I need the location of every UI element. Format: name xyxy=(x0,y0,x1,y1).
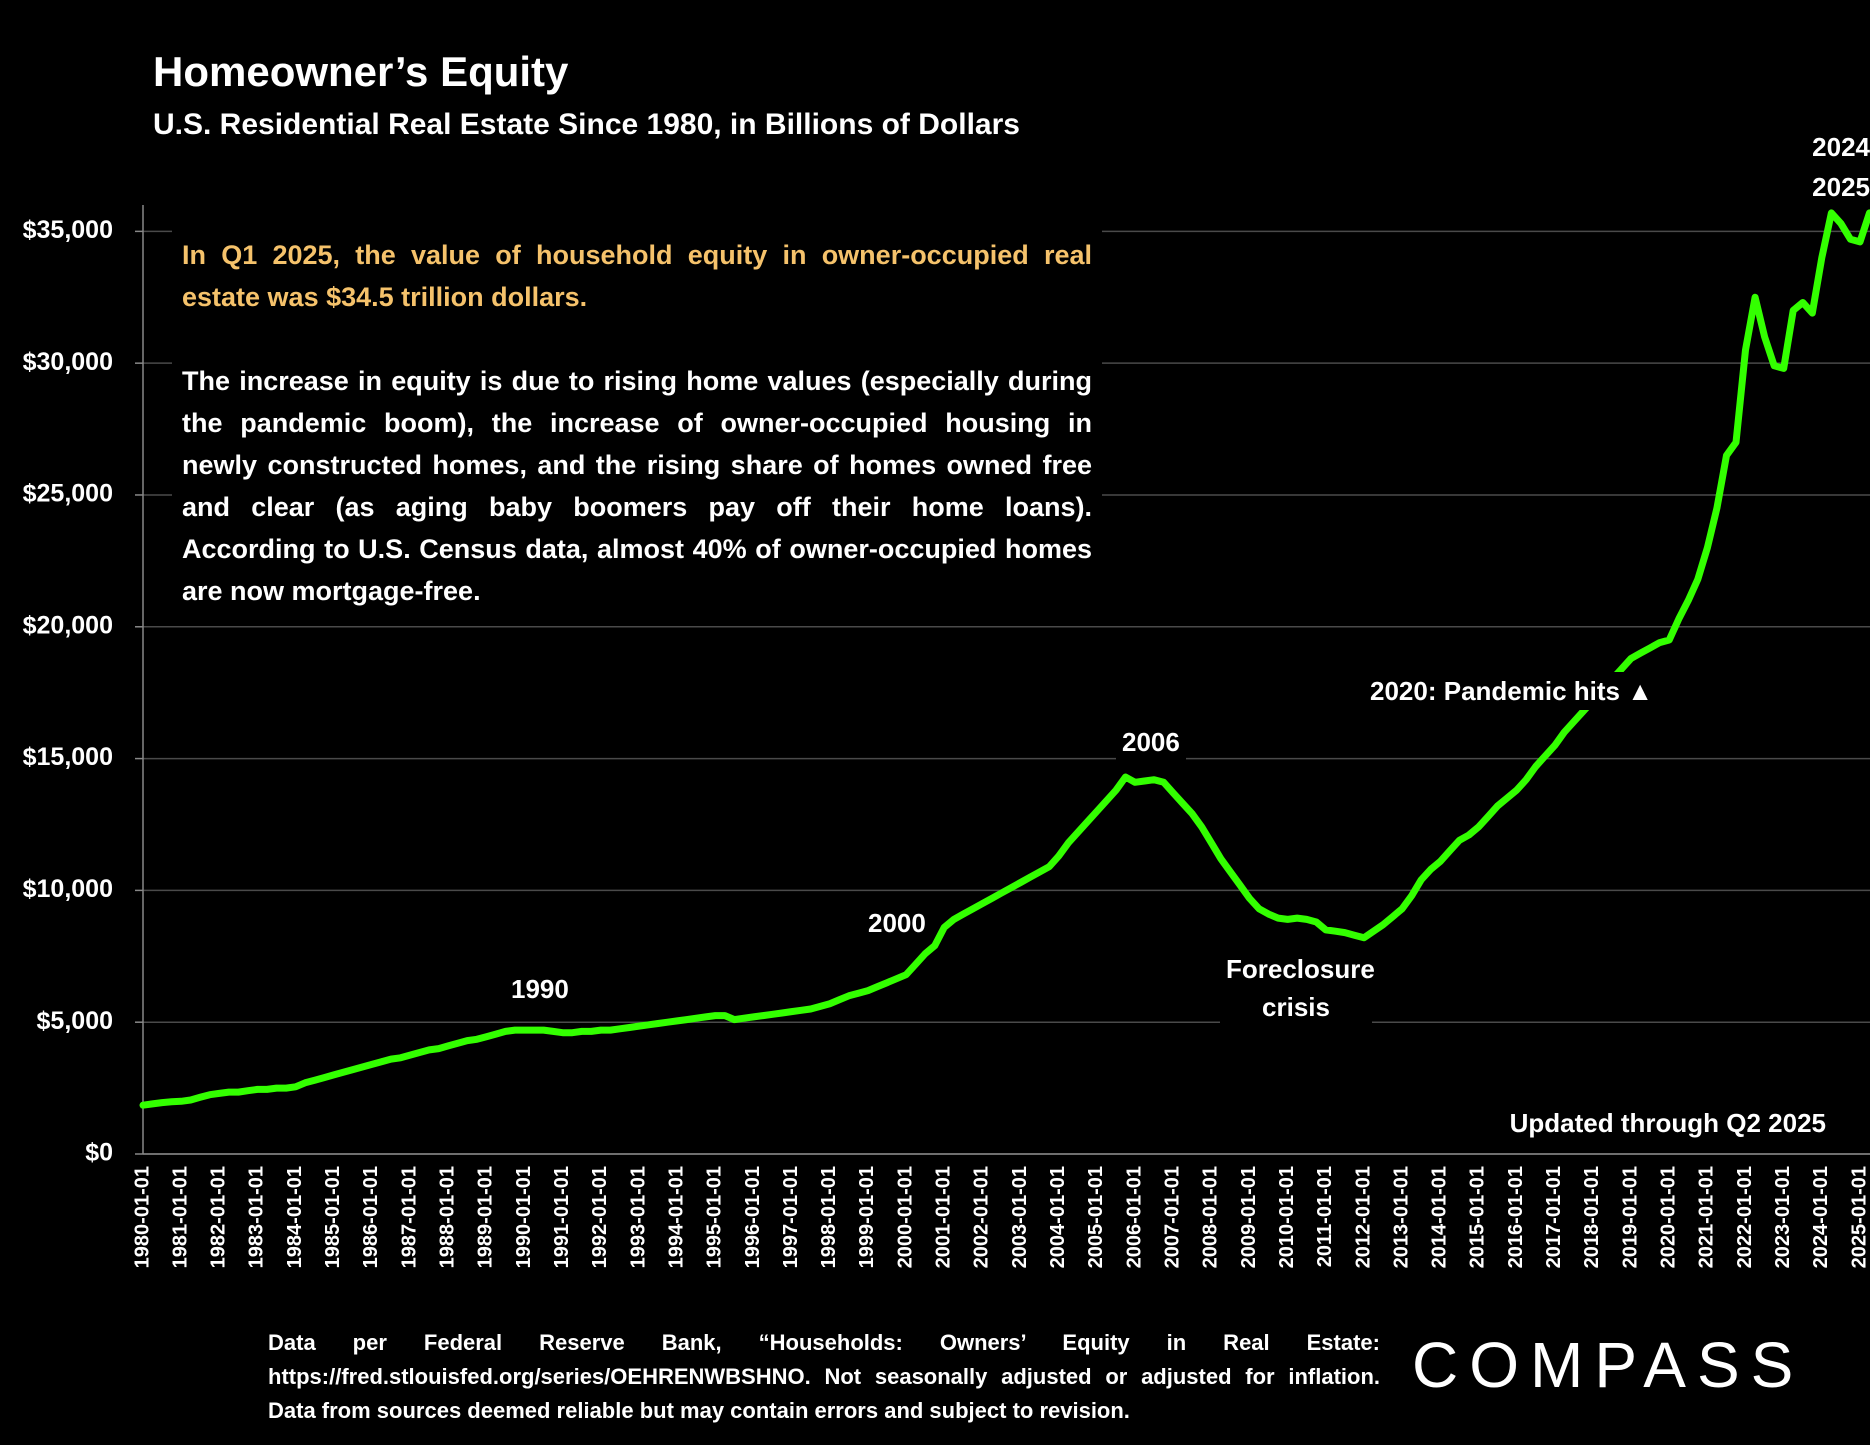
y-tick-label: $30,000 xyxy=(23,348,113,376)
x-tick-label: 1996-01-01 xyxy=(742,1166,764,1268)
logo: COMPASS xyxy=(1412,1329,1805,1401)
x-tick-label: 2008-01-01 xyxy=(1200,1166,1222,1268)
x-tick-label: 1998-01-01 xyxy=(818,1166,840,1268)
x-tick-label: 2005-01-01 xyxy=(1085,1166,1107,1268)
x-tick-label: 2006-01-01 xyxy=(1123,1166,1145,1268)
x-tick-label: 1989-01-01 xyxy=(475,1166,497,1268)
line-series xyxy=(139,209,1870,1109)
x-tick-label: 2025-01-01 xyxy=(1848,1166,1870,1268)
x-tick-label: 1987-01-01 xyxy=(398,1166,420,1268)
x-tick-label: 2012-01-01 xyxy=(1352,1166,1374,1268)
x-tick-label: 1984-01-01 xyxy=(284,1166,306,1268)
x-tick-label: 2004-01-01 xyxy=(1047,1166,1069,1268)
annotation: 2020: Pandemic hits ▲ xyxy=(1364,672,1659,710)
notes-box: In Q1 2025, the value of household equit… xyxy=(172,228,1102,618)
x-tick-label: 2019-01-01 xyxy=(1619,1166,1641,1268)
y-tick-label: $5,000 xyxy=(37,1007,113,1035)
x-tick-label: 2022-01-01 xyxy=(1734,1166,1756,1268)
x-tick-label: 1982-01-01 xyxy=(208,1166,230,1268)
x-tick-label: 2000-01-01 xyxy=(894,1166,916,1268)
x-tick-label: 1999-01-01 xyxy=(856,1166,878,1268)
y-tick-label: $0 xyxy=(85,1139,113,1167)
x-tick-label: 1992-01-01 xyxy=(589,1166,611,1268)
y-tick-label: $15,000 xyxy=(23,743,113,771)
x-tick-label: 1981-01-01 xyxy=(169,1166,191,1268)
y-tick-label: $10,000 xyxy=(23,875,113,903)
chart-subtitle: U.S. Residential Real Estate Since 1980,… xyxy=(153,108,1020,141)
x-tick-label: 2002-01-01 xyxy=(971,1166,993,1268)
x-tick-label: 1980-01-01 xyxy=(131,1166,153,1268)
x-tick-label: 1994-01-01 xyxy=(665,1166,687,1268)
x-tick-label: 1993-01-01 xyxy=(627,1166,649,1268)
annotation: 2025 xyxy=(1812,172,1870,202)
notes-highlight: In Q1 2025, the value of household equit… xyxy=(182,240,1092,312)
x-tick-label: 2003-01-01 xyxy=(1009,1166,1031,1268)
footnote: Data per Federal Reserve Bank, “Househol… xyxy=(268,1330,1380,1423)
x-tick-label: 1986-01-01 xyxy=(360,1166,382,1268)
x-tick-label: 1988-01-01 xyxy=(437,1166,459,1268)
x-tick-label: 1990-01-01 xyxy=(513,1166,535,1268)
y-tick-label: $25,000 xyxy=(23,480,113,508)
annotation: 2000 xyxy=(862,904,932,942)
chart-title: Homeowner’s Equity xyxy=(153,48,569,95)
y-tick-label: $35,000 xyxy=(23,216,113,244)
x-tick-label: 2001-01-01 xyxy=(933,1166,955,1268)
y-tick-label: $20,000 xyxy=(23,611,113,639)
x-tick-label: 2018-01-01 xyxy=(1581,1166,1603,1268)
annotation: 2024 xyxy=(1812,132,1870,162)
x-tick-label: 2011-01-01 xyxy=(1314,1166,1336,1267)
x-tick-label: 2024-01-01 xyxy=(1810,1166,1832,1268)
x-tick-label: 2015-01-01 xyxy=(1467,1166,1489,1268)
x-tick-label: 2013-01-01 xyxy=(1390,1166,1412,1268)
x-tick-label: 2014-01-01 xyxy=(1429,1166,1451,1268)
annotation: Foreclosure crisis xyxy=(1220,950,1375,1026)
x-tick-label: 2009-01-01 xyxy=(1238,1166,1260,1268)
x-tick-label: 2023-01-01 xyxy=(1772,1166,1794,1268)
x-tick-label: 1991-01-01 xyxy=(551,1166,573,1268)
annotation: 2006 xyxy=(1116,723,1186,761)
x-tick-label: 2020-01-01 xyxy=(1658,1166,1680,1268)
x-tick-label: 1997-01-01 xyxy=(780,1166,802,1268)
x-tick-label: 1985-01-01 xyxy=(322,1166,344,1268)
annotation: Updated through Q2 2025 xyxy=(1503,1104,1832,1142)
x-tick-label: 2016-01-01 xyxy=(1505,1166,1527,1268)
x-tick-label: 2017-01-01 xyxy=(1543,1166,1565,1268)
x-tick-label: 2007-01-01 xyxy=(1161,1166,1183,1268)
x-tick-label: 2010-01-01 xyxy=(1276,1166,1298,1268)
annotation: 1990 xyxy=(505,970,575,1008)
notes-body: The increase in equity is due to rising … xyxy=(182,366,1092,606)
x-tick-label: 1995-01-01 xyxy=(704,1166,726,1268)
x-tick-label: 2021-01-01 xyxy=(1696,1166,1718,1268)
x-tick-label: 1983-01-01 xyxy=(246,1166,268,1268)
